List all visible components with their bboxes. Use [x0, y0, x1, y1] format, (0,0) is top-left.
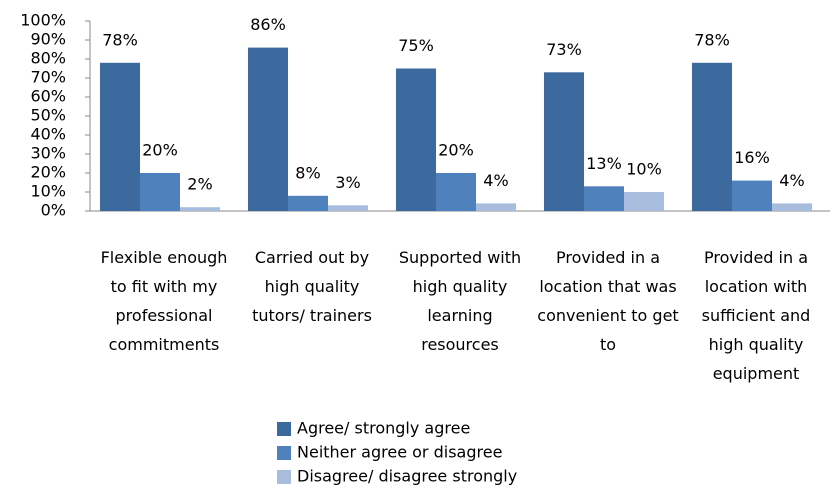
data-label: 20%: [438, 141, 474, 160]
y-tick-label: 80%: [30, 49, 66, 68]
y-tick-label: 10%: [30, 182, 66, 201]
y-tick-label: 30%: [30, 144, 66, 163]
legend-swatch: [277, 422, 291, 436]
x-tick-label: Carried out by high quality tutors/ trai…: [252, 248, 372, 325]
y-tick-label: 100%: [20, 11, 66, 30]
data-label: 4%: [779, 171, 804, 190]
data-label: 75%: [398, 36, 434, 55]
data-label: 4%: [483, 171, 508, 190]
data-label: 78%: [102, 30, 138, 49]
bar: [396, 68, 436, 211]
bar: [180, 207, 220, 211]
data-label: 73%: [546, 40, 582, 59]
data-label: 86%: [250, 15, 286, 34]
x-tick-label: Provided in a location with sufficient a…: [701, 248, 811, 383]
data-label: 16%: [734, 148, 770, 167]
bar: [584, 186, 624, 211]
data-label: 10%: [626, 160, 662, 179]
bar: [328, 205, 368, 211]
data-label: 2%: [187, 175, 212, 194]
bar: [692, 62, 732, 211]
x-tick-label: Flexible enough to fit with my professio…: [100, 248, 228, 354]
bar: [544, 72, 584, 211]
y-tick-label: 40%: [30, 125, 66, 144]
legend-label: Disagree/ disagree strongly: [297, 467, 517, 486]
bar: [624, 192, 664, 211]
data-label: 20%: [142, 141, 178, 160]
legend-swatch: [277, 446, 291, 460]
data-label: 3%: [335, 173, 360, 192]
bar: [436, 173, 476, 211]
bar: [476, 203, 516, 211]
y-tick-label: 60%: [30, 87, 66, 106]
bar: [732, 180, 772, 211]
y-tick-label: 20%: [30, 163, 66, 182]
legend-swatch: [277, 470, 291, 484]
bar: [248, 47, 288, 211]
data-label: 13%: [586, 154, 622, 173]
y-tick-label: 0%: [41, 201, 66, 220]
bar: [140, 173, 180, 211]
bar: [288, 195, 328, 211]
bar: [772, 203, 812, 211]
data-label: 8%: [295, 163, 320, 182]
y-tick-label: 70%: [30, 68, 66, 87]
x-tick-label: Supported with high quality learning res…: [398, 248, 522, 354]
x-tick-label: Provided in a location that was convenie…: [537, 248, 679, 354]
legend-label: Agree/ strongly agree: [297, 419, 470, 438]
legend-label: Neither agree or disagree: [297, 443, 502, 462]
y-tick-label: 50%: [30, 106, 66, 125]
bar: [100, 62, 140, 211]
y-tick-label: 90%: [30, 30, 66, 49]
data-label: 78%: [694, 30, 730, 49]
